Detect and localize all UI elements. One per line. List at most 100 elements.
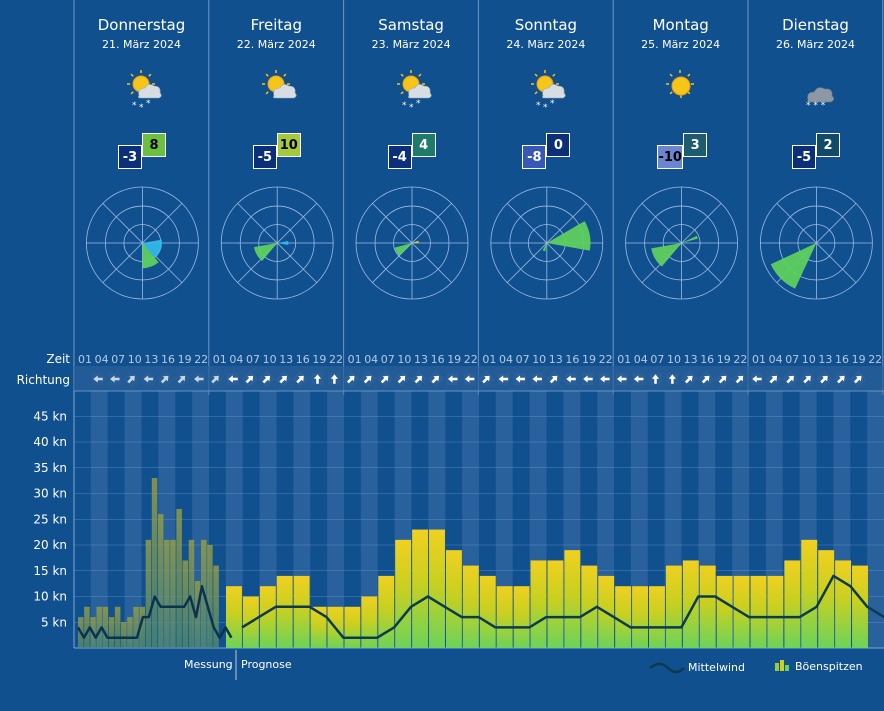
hour-tick-label: 19 [312,353,326,366]
measured-gust-bar [213,565,219,648]
arrow-shape [245,375,254,384]
direction-arrow-icon [816,370,833,388]
hour-tick-label: 01 [78,353,92,366]
measured-gust-bar [157,514,164,648]
direction-arrow-icon [615,373,628,385]
direction-arrow-icon [328,373,341,385]
forecast-gust-bar [716,575,733,648]
wind-rose [760,186,873,300]
max-temp-badge: 2 [816,133,840,157]
direction-arrow-icon [666,373,679,385]
forecast-gust-bar [632,586,648,648]
hour-tick-label: 10 [397,353,411,366]
forecast-gust-bar [479,575,496,648]
arrow-shape [802,375,812,384]
measured-gust-bar [207,545,213,648]
arrow-shape [751,374,763,384]
arrow-shape [785,375,795,384]
arrow-shape [464,374,475,384]
arrow-shape [329,373,339,385]
direction-arrow-icon [108,373,121,385]
arrow-shape [684,375,694,384]
y-tick-label: 5 kn [41,615,67,629]
hour-tick-label: 16 [700,353,714,366]
hour-tick-label: 22 [464,353,478,366]
min-temp-badge: -4 [387,145,412,169]
hour-tick-label: 07 [516,353,530,366]
y-tick-label: 40 kn [33,435,67,449]
direction-arrow-icon [446,373,459,385]
max-temp-badge: 10 [276,133,301,157]
arrow-shape [651,373,660,385]
y-tick-label: 35 kn [33,461,67,475]
sun-icon [662,68,702,110]
direction-arrow-icon [192,373,205,385]
arrow-shape [514,374,526,384]
svg-text:*: * [146,99,151,109]
arrow-shape [531,374,543,384]
min-temp-badge: -8 [522,145,547,169]
wind-rose-sector [542,243,547,252]
arrow-shape [599,374,610,384]
hour-tick-label: 13 [818,353,832,366]
direction-arrow-icon [632,373,645,385]
arrow-shape [430,375,440,384]
arrow-shape [397,375,406,384]
arrow-shape [549,375,558,384]
mittelwind-legend-icon [649,662,685,674]
direction-arrow-icon [849,370,867,388]
measured-gust-bar [133,606,139,648]
direction-arrow-icon [545,370,563,388]
forecast-gust-bar [310,606,327,648]
hour-tick-label: 19 [447,353,461,366]
cloud-snow-icon: * * * [797,68,837,111]
forecast-gust-bar [226,586,242,648]
hour-tick-label: 01 [617,353,631,366]
min-temp-badge: -3 [118,145,142,169]
y-tick-label: 45 kn [33,409,67,423]
hour-tick-label: 07 [650,353,664,366]
svg-text:*: * [402,101,407,110]
hour-tick-label: 13 [549,353,563,366]
direction-arrow-icon [92,373,104,385]
hour-tick-label: 01 [752,353,766,366]
wind-rose [220,186,334,300]
measured-mean-line [76,584,233,639]
day-name: Montag [652,16,709,34]
measured-gust-bar [151,478,158,648]
hour-tick-label: 13 [279,353,293,366]
wind-rose [490,186,604,300]
arrow-shape [853,375,863,384]
day-name: Donnerstag [97,16,186,34]
y-tick-label: 15 kn [33,564,67,578]
arrow-shape [836,375,846,384]
direction-arrow-icon [142,373,155,385]
min-temp-badge: -5 [252,145,277,169]
forecast-gust-bar [699,565,716,648]
hour-tick-label: 16 [835,353,849,366]
forecast-gust-bar [293,575,310,648]
hour-tick-label: 16 [565,353,579,366]
hour-tick-label: 10 [802,353,816,366]
hour-tick-label: 07 [246,353,260,366]
direction-arrow-icon [227,373,239,385]
day-name: Samstag [378,16,444,34]
forecast-gust-bar [429,529,445,648]
day-date: 26. März 2024 [775,38,855,51]
wind-rose-sector [770,243,817,289]
hour-tick-label: 07 [111,353,125,366]
hour-tick-label: 10 [532,353,546,366]
hour-tick-label: 16 [161,353,175,366]
measured-gust-bar [188,539,195,648]
hour-tick-label: 22 [194,353,208,366]
measured-gust-bar [164,539,170,648]
wind-rose-sector [651,243,682,267]
hour-tick-label: 04 [364,353,378,366]
y-tick-label: 20 kn [33,538,67,552]
direction-arrow-icon [765,370,783,388]
forecast-mean-line [241,574,884,639]
wind-rose [355,186,469,300]
day-name: Dienstag [782,16,849,34]
direction-arrow-icon [782,370,800,388]
direction-arrow-icon [311,373,324,385]
